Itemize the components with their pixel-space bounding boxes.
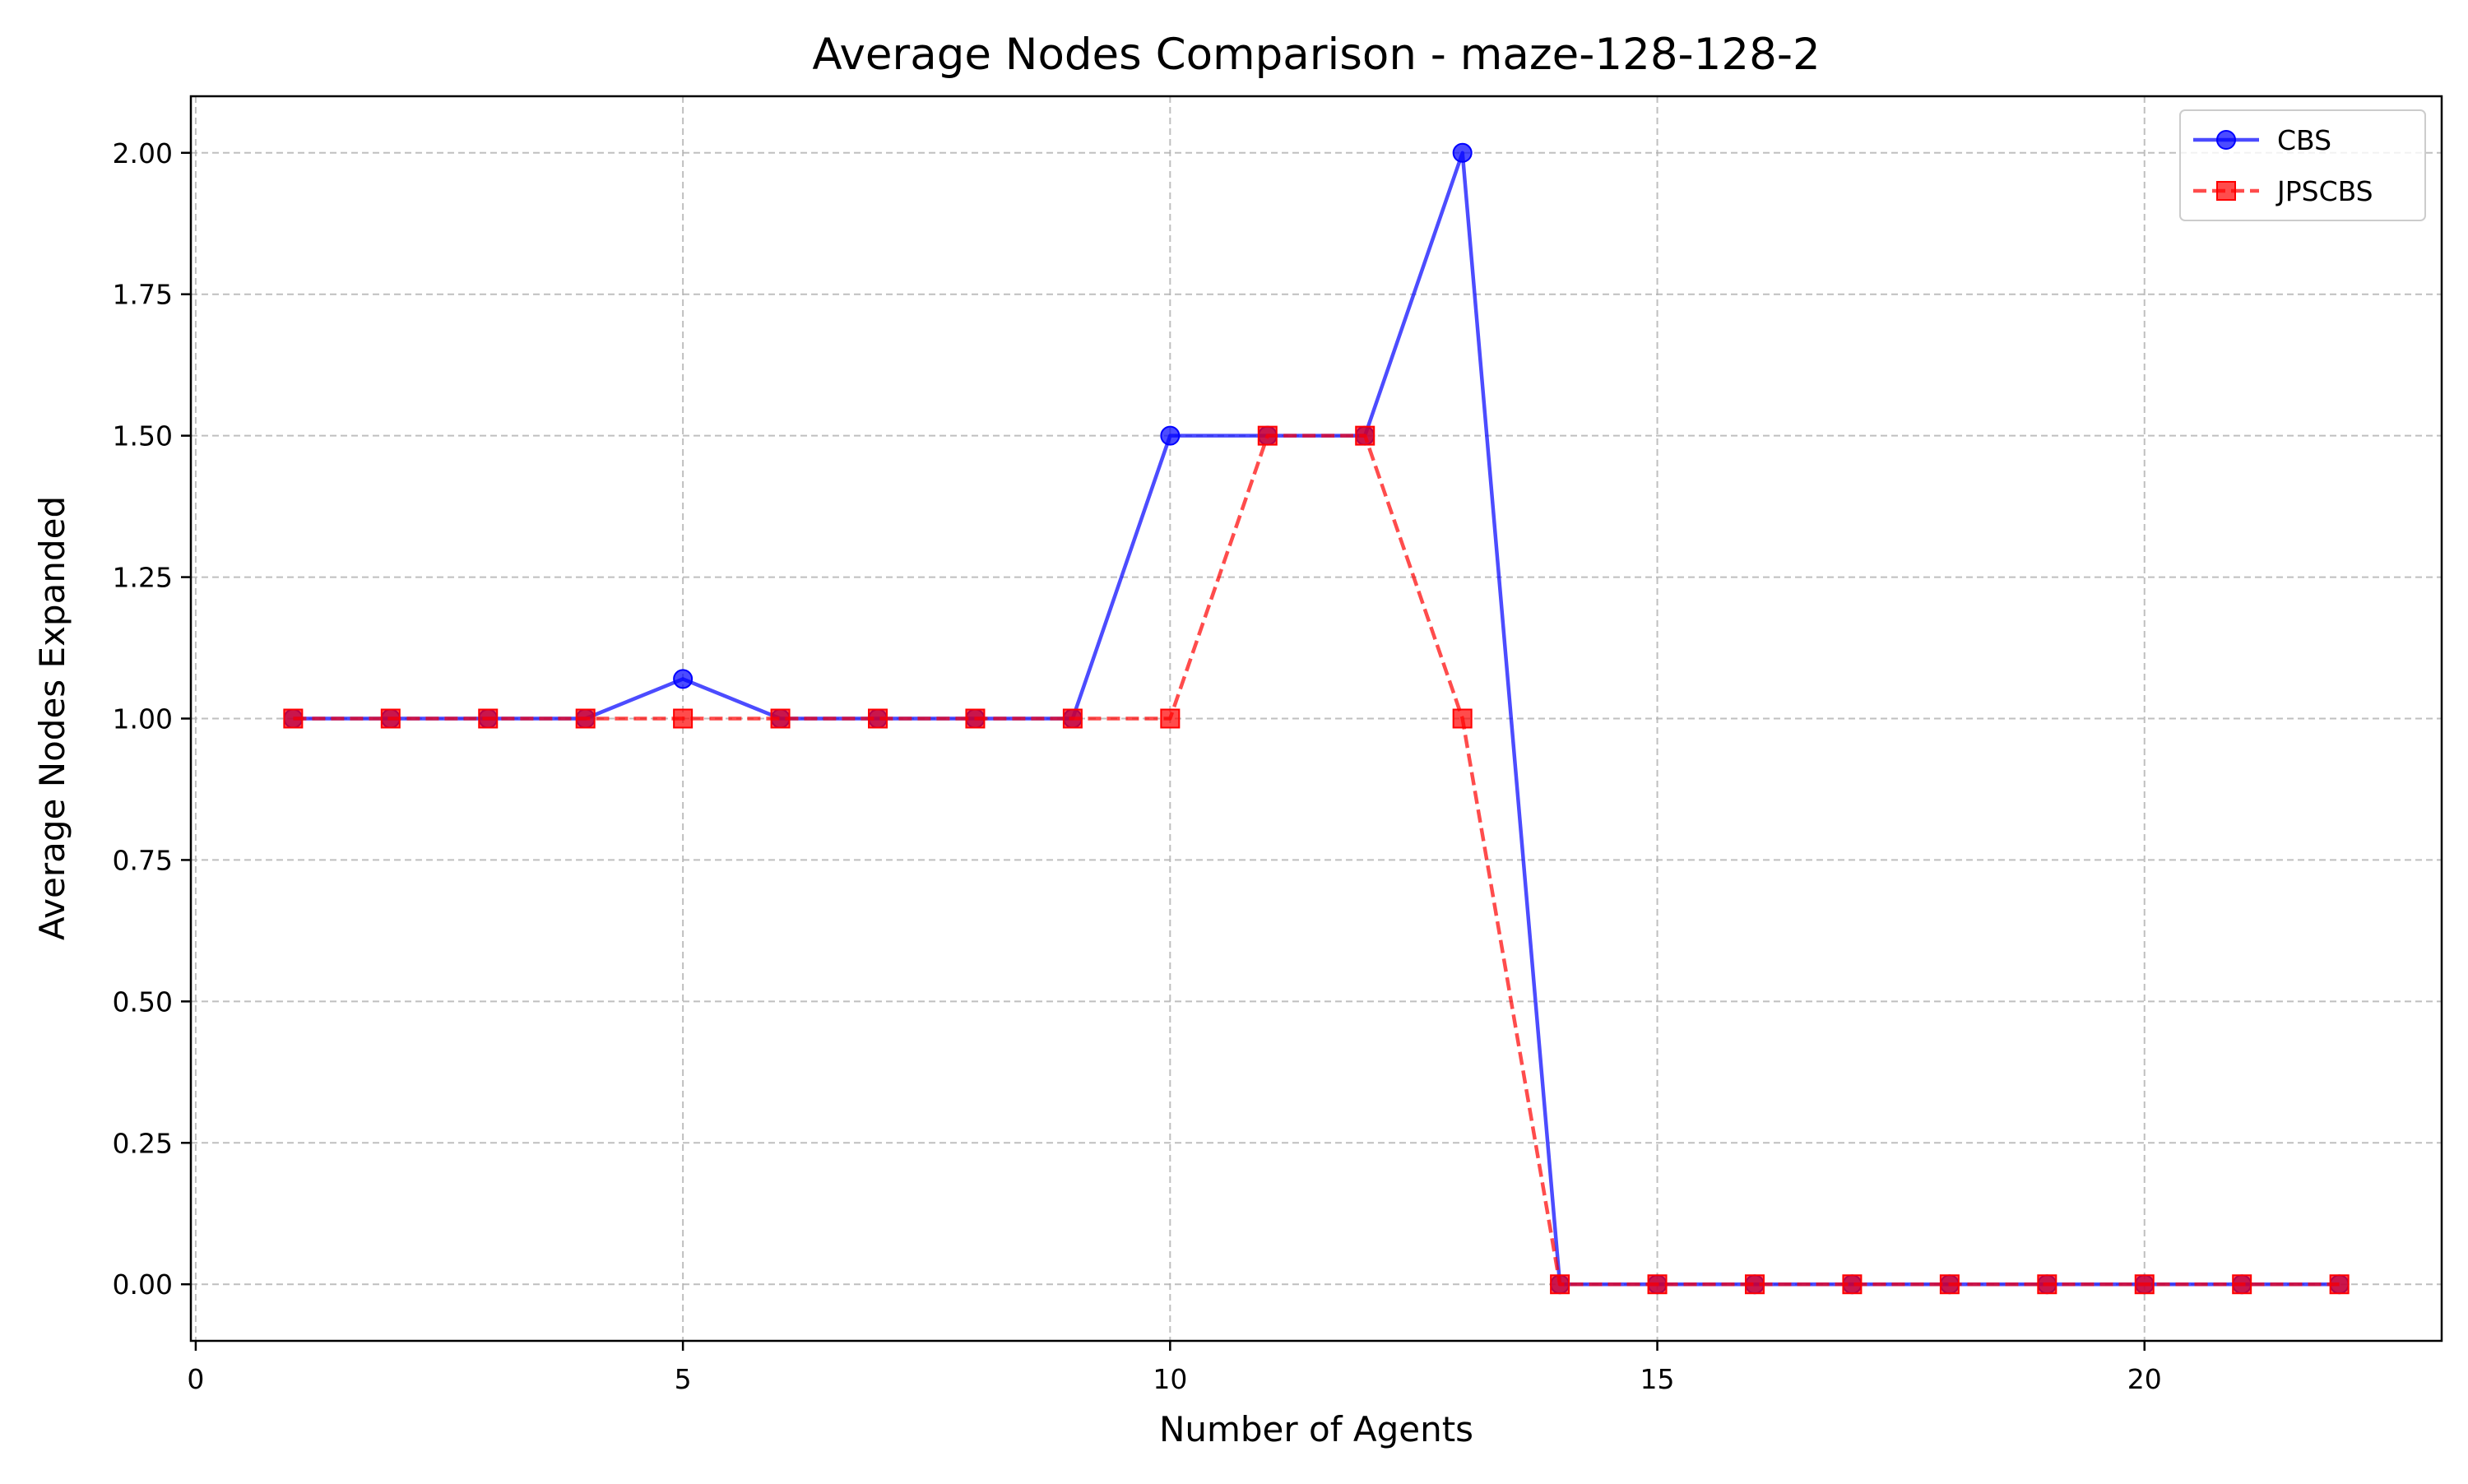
data-point-marker: [673, 708, 694, 729]
x-tick-label: 15: [1640, 1363, 1675, 1395]
x-tick-label: 10: [1153, 1363, 1187, 1395]
data-point-marker: [965, 708, 986, 729]
data-point-marker: [575, 708, 596, 729]
data-point-marker: [1062, 708, 1083, 729]
data-point-marker: [770, 708, 791, 729]
data-point-marker: [1647, 1274, 1668, 1295]
y-tick-label: 1.00: [113, 703, 173, 735]
y-tick-label: 0.25: [113, 1127, 173, 1159]
data-point-marker: [1744, 1274, 1765, 1295]
y-tick-label: 0.00: [113, 1268, 173, 1301]
y-axis-label: Average Nodes Expanded: [32, 496, 72, 940]
data-point-marker: [2134, 1274, 2155, 1295]
chart-title: Average Nodes Comparison - maze-128-128-…: [812, 30, 1820, 80]
y-tick-label: 1.25: [113, 562, 173, 594]
y-tick-label: 0.75: [113, 844, 173, 876]
axis-ticks: 0 5 10 15 20 0.00 0.25 0.50 0.75 1.00 1.25 1.50 1.75…: [113, 137, 2162, 1395]
data-point-marker: [1939, 1274, 1960, 1295]
data-point-marker: [1452, 708, 1473, 729]
x-tick-label: 0: [187, 1363, 204, 1395]
x-tick-label: 5: [675, 1363, 692, 1395]
x-axis-label: Number of Agents: [1159, 1409, 1473, 1449]
y-tick-label: 0.50: [113, 985, 173, 1018]
series-layer: [283, 142, 2350, 1295]
data-point-marker: [2329, 1274, 2350, 1295]
y-tick-label: 1.50: [113, 420, 173, 452]
data-point-marker: [283, 708, 304, 729]
data-point-marker: [1160, 708, 1181, 729]
series-line: [293, 434, 2340, 1287]
data-point-marker: [1160, 425, 1181, 446]
legend-box: [2179, 109, 2426, 221]
data-point-marker: [673, 669, 694, 689]
legend-marker: [2216, 130, 2236, 150]
data-point-marker: [380, 708, 401, 729]
data-point-marker: [1355, 425, 1375, 446]
legend-marker: [2216, 181, 2236, 201]
data-point-marker: [1257, 425, 1278, 446]
data-point-marker: [1842, 1274, 1863, 1295]
data-point-marker: [1452, 142, 1473, 163]
legend-label: CBS: [2277, 124, 2331, 156]
y-tick-label: 2.00: [113, 137, 173, 169]
data-point-marker: [1550, 1274, 1570, 1295]
data-point-marker: [478, 708, 499, 729]
data-point-marker: [2232, 1274, 2252, 1295]
data-point-marker: [868, 708, 888, 729]
legend-label: JPSCBS: [2275, 175, 2373, 207]
data-point-marker: [2037, 1274, 2057, 1295]
y-tick-label: 1.75: [113, 279, 173, 311]
series-jpscbs: [283, 425, 2350, 1295]
x-tick-label: 20: [2127, 1363, 2162, 1395]
legend: CBS JPSCBS: [2179, 109, 2426, 221]
